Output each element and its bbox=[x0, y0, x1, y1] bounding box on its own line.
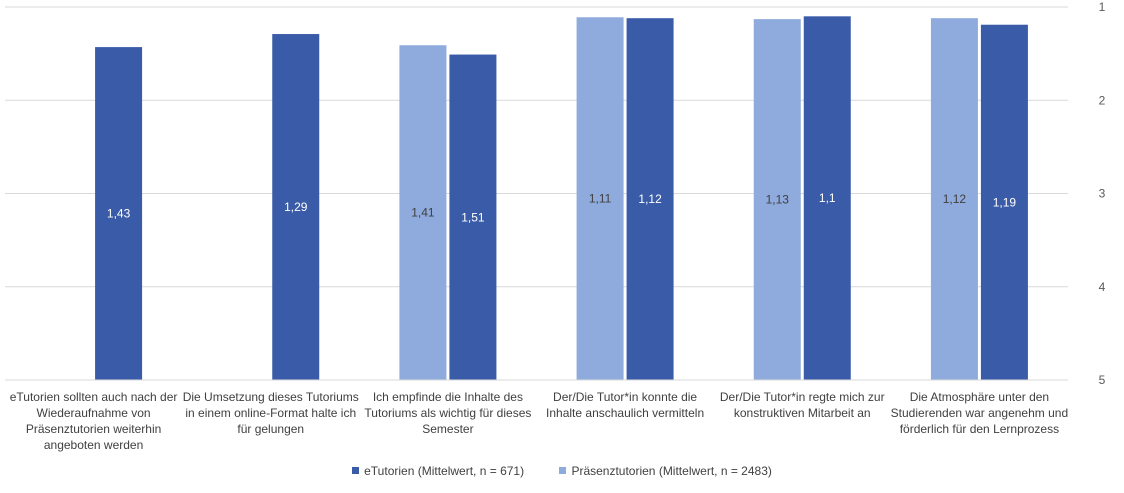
legend-label-etutorien: eTutorien (Mittelwert, n = 671) bbox=[364, 463, 525, 478]
y-tick-label-2: 2 bbox=[1099, 93, 1106, 107]
legend-item-praesenztutorien: Präsenztutorien (Mittelwert, n = 2483) bbox=[559, 463, 772, 478]
bar-s1-c1 bbox=[272, 34, 320, 380]
bar-s0-c2 bbox=[399, 45, 447, 381]
data-label-s1-c0: 1,43 bbox=[107, 207, 131, 221]
bar-s1-c2 bbox=[449, 54, 497, 381]
bar-s1-c4 bbox=[803, 16, 851, 380]
data-label-s0-c5: 1,12 bbox=[943, 192, 967, 206]
data-label-s0-c4: 1,13 bbox=[766, 193, 790, 207]
legend-swatch-etutorien bbox=[352, 467, 360, 474]
data-label-s0-c2: 1,41 bbox=[411, 206, 435, 220]
bar-s1-c3 bbox=[626, 18, 674, 380]
data-label-s1-c3: 1,12 bbox=[638, 192, 662, 206]
legend: eTutorien (Mittelwert, n = 671) Präsenzt… bbox=[0, 463, 1124, 478]
y-tick-label-4: 4 bbox=[1099, 280, 1106, 294]
y-tick-label-3: 3 bbox=[1099, 187, 1106, 201]
category-label-4: Der/Die Tutor*in regte mich zur konstruk… bbox=[719, 390, 885, 420]
bar-s1-c0 bbox=[95, 47, 143, 380]
data-label-s1-c4: 1,1 bbox=[819, 191, 836, 205]
bar-s0-c4 bbox=[753, 19, 801, 381]
bar-s1-c5 bbox=[980, 24, 1028, 381]
bar-s0-c3 bbox=[576, 17, 624, 380]
category-label-3: Der/Die Tutor*in konnte die Inhalte ansc… bbox=[546, 390, 705, 420]
y-tick-label-1: 1 bbox=[1099, 0, 1106, 14]
category-label-1: Die Umsetzung dieses Tutoriums in einem … bbox=[182, 390, 359, 436]
data-label-s1-c5: 1,19 bbox=[993, 195, 1017, 209]
category-label-0: eTutorien sollten auch nach der Wiederau… bbox=[9, 390, 178, 452]
data-label-s1-c1: 1,29 bbox=[284, 200, 308, 214]
legend-swatch-praesenztutorien bbox=[559, 467, 567, 474]
data-label-s0-c3: 1,11 bbox=[589, 192, 612, 206]
legend-label-praesenztutorien: Präsenztutorien (Mittelwert, n = 2483) bbox=[571, 463, 772, 478]
y-tick-label-5: 5 bbox=[1099, 373, 1106, 387]
category-label-2: Ich empfinde die Inhalte des Tutoriums a… bbox=[364, 390, 532, 436]
bar-s0-c5 bbox=[930, 18, 978, 380]
legend-item-etutorien: eTutorien (Mittelwert, n = 671) bbox=[352, 464, 524, 478]
category-label-5: Die Atmosphäre unter den Studierenden wa… bbox=[890, 390, 1069, 436]
data-label-s1-c2: 1,51 bbox=[461, 210, 485, 224]
